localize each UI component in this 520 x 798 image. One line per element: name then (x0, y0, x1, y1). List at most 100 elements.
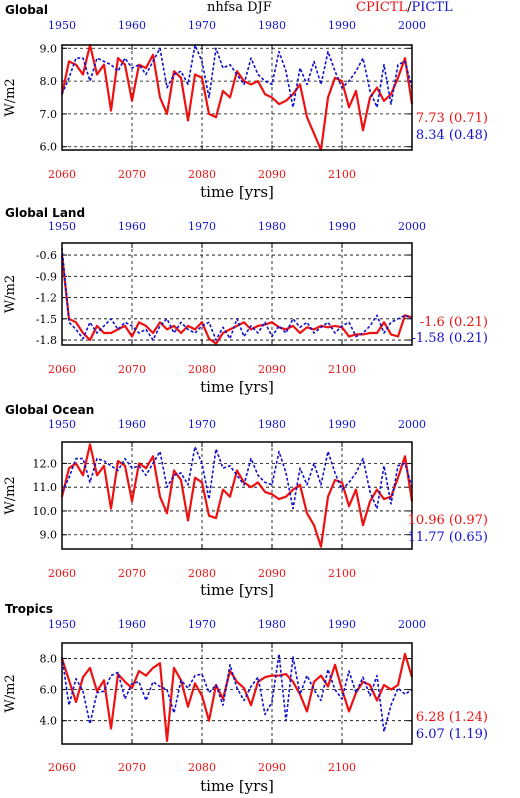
top-tick-label: 1970 (188, 19, 216, 32)
y-tick-label: -1.2 (36, 292, 57, 305)
y-tick-label: 12.0 (33, 457, 58, 470)
top-tick-label: 2000 (398, 19, 426, 32)
y-tick-label: 6.0 (40, 141, 58, 154)
y-tick-label: 9.0 (40, 42, 58, 55)
top-tick-label: 1980 (258, 220, 286, 233)
panel-4: Tropics 1950 1960 1970 1980 1990 2000 2060 2070 2… (3, 602, 488, 795)
bottom-tick-label: 2060 (48, 363, 76, 376)
y-tick-label: 8.0 (40, 653, 58, 666)
top-tick-label: 1990 (328, 418, 356, 431)
plot-frame (61, 242, 413, 346)
panel-title: Global Land (5, 206, 85, 220)
y-tick-label: 4.0 (40, 715, 58, 728)
bottom-tick-label: 2080 (188, 363, 216, 376)
series-line-cpictl (60, 254, 413, 345)
x-axis-label: time [yrs] (200, 183, 274, 201)
plot-frame (61, 44, 413, 151)
y-axis-label: W/m2 (3, 78, 18, 116)
top-tick-label: 1960 (118, 618, 146, 631)
legend-separator: / (407, 0, 412, 15)
summary-cpictl: 10.96 (0.97) (408, 513, 488, 528)
legend-pictl: PICTL (411, 0, 453, 15)
bottom-tick-label: 2090 (258, 567, 286, 580)
top-tick-label: 1990 (328, 19, 356, 32)
bottom-tick-label: 2080 (188, 168, 216, 181)
series-line-cpictl (60, 652, 414, 743)
plot-frame (61, 441, 413, 550)
y-tick-label: 10.0 (33, 505, 58, 518)
plot-frame (61, 642, 413, 745)
bottom-tick-label: 2100 (328, 363, 356, 376)
bottom-tick-label: 2070 (118, 761, 146, 774)
y-tick-label: 11.0 (33, 481, 58, 494)
series-line-pictl (61, 247, 413, 341)
bottom-tick-label: 2060 (48, 567, 76, 580)
bottom-tick-label: 2100 (328, 761, 356, 774)
x-axis-label: time [yrs] (200, 581, 274, 599)
bottom-tick-label: 2060 (48, 168, 76, 181)
y-tick-label: -1.5 (36, 313, 57, 326)
summary-pictl: -1.58 (0.21) (411, 331, 488, 346)
summary-cpictl: -1.6 (0.21) (420, 315, 488, 330)
top-tick-label: 1970 (188, 418, 216, 431)
series-line-pictl (61, 653, 413, 733)
panel-title: Tropics (5, 602, 53, 616)
bottom-tick-label: 2060 (48, 761, 76, 774)
bottom-tick-label: 2090 (258, 761, 286, 774)
top-tick-label: 1950 (48, 220, 76, 233)
bottom-tick-label: 2080 (188, 567, 216, 580)
series-line-pictl (61, 44, 413, 109)
bottom-tick-label: 2090 (258, 363, 286, 376)
top-tick-label: 1980 (258, 19, 286, 32)
panel-title: Global Ocean (5, 403, 94, 417)
panel-title: Global (5, 3, 48, 17)
x-axis-label: time [yrs] (200, 777, 274, 795)
top-tick-label: 1970 (188, 618, 216, 631)
top-tick-label: 2000 (398, 618, 426, 631)
top-tick-label: 1980 (258, 418, 286, 431)
y-axis-label: W/m2 (3, 674, 18, 712)
y-axis-label: W/m2 (3, 275, 18, 313)
summary-pictl: 8.34 (0.48) (416, 128, 488, 143)
series-line-cpictl (60, 43, 414, 152)
bottom-tick-label: 2100 (328, 168, 356, 181)
y-tick-label: 6.0 (40, 684, 58, 697)
bottom-tick-label: 2070 (118, 567, 146, 580)
top-tick-label: 1990 (328, 618, 356, 631)
summary-pictl: 11.77 (0.65) (408, 530, 488, 545)
variable-label: nhfsa DJF (207, 0, 272, 15)
summary-cpictl: 6.28 (1.24) (416, 710, 488, 725)
y-tick-label: -0.6 (36, 249, 57, 262)
y-tick-label: -0.9 (36, 270, 57, 283)
y-tick-label: -1.8 (36, 334, 57, 347)
top-tick-label: 1950 (48, 418, 76, 431)
top-tick-label: 1960 (118, 19, 146, 32)
bottom-tick-label: 2100 (328, 567, 356, 580)
top-tick-label: 1970 (188, 220, 216, 233)
summary-cpictl: 7.73 (0.71) (416, 111, 488, 126)
bottom-tick-label: 2080 (188, 761, 216, 774)
legend-cpictl: CPICTL (356, 0, 408, 15)
bottom-tick-label: 2070 (118, 363, 146, 376)
top-tick-label: 1990 (328, 220, 356, 233)
x-axis-label: time [yrs] (200, 378, 274, 396)
top-tick-label: 1950 (48, 19, 76, 32)
y-tick-label: 7.0 (40, 108, 58, 121)
y-axis-label: W/m2 (3, 476, 18, 514)
y-tick-label: 9.0 (40, 529, 58, 542)
bottom-tick-label: 2070 (118, 168, 146, 181)
top-tick-label: 1960 (118, 220, 146, 233)
top-tick-label: 1950 (48, 618, 76, 631)
y-tick-label: 8.0 (40, 75, 58, 88)
top-tick-label: 1980 (258, 618, 286, 631)
top-tick-label: 1960 (118, 418, 146, 431)
series-line-cpictl (60, 443, 414, 548)
top-tick-label: 2000 (398, 418, 426, 431)
legend-label: CPICTL/PICTL (356, 0, 453, 16)
bottom-tick-label: 2090 (258, 168, 286, 181)
top-tick-label: 2000 (398, 220, 426, 233)
